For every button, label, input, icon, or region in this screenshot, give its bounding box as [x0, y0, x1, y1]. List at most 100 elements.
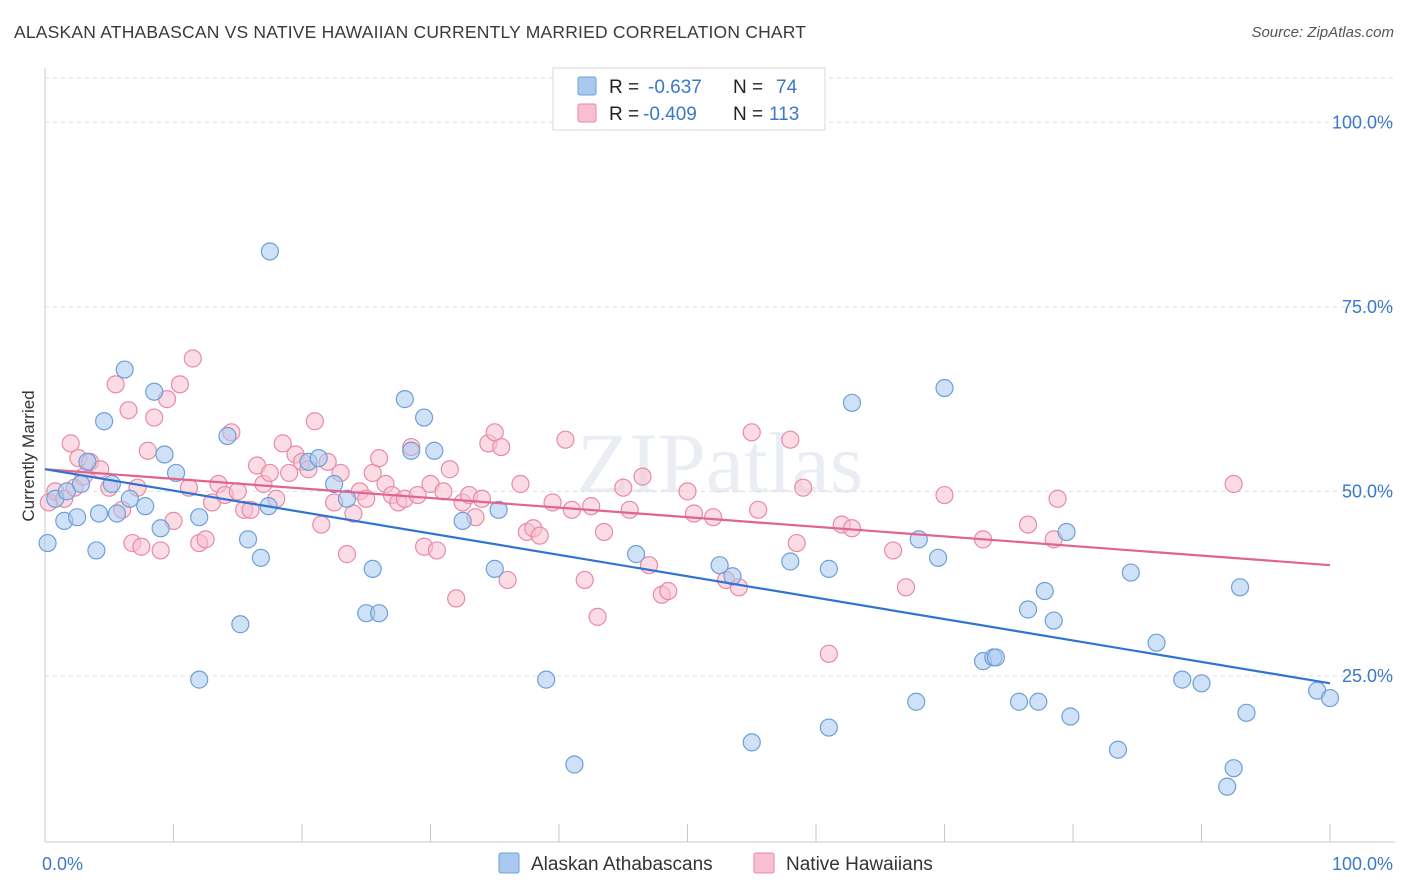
alaskan-athabascan-point: [489, 500, 508, 519]
native-hawaiian-point: [228, 482, 247, 501]
native-hawaiian-point: [447, 589, 466, 608]
source-label: Source: ZipAtlas.com: [1251, 24, 1394, 41]
native-hawaiian-point: [678, 482, 697, 501]
native-hawaiian-point: [370, 449, 389, 468]
y-tick-label: 75.0%: [1342, 297, 1393, 317]
alaskan-athabascan-point: [819, 718, 838, 737]
native-hawaiian-point: [575, 570, 594, 590]
bottom-legend-label-blue: Alaskan Athabascans: [531, 854, 713, 875]
alaskan-athabascan-point: [190, 670, 209, 689]
alaskan-athabascan-point: [425, 441, 444, 460]
watermark: ZIPatlas: [577, 415, 864, 511]
legend-n-label-2: N =: [733, 104, 763, 125]
alaskan-athabascan-point: [928, 548, 948, 567]
legend-r-value-1: -0.637: [648, 77, 702, 98]
native-hawaiian-point: [1018, 515, 1038, 534]
trend-lines: [44, 468, 1331, 685]
alaskan-athabascan-point: [565, 755, 584, 774]
alaskan-athabascan-point: [115, 360, 134, 379]
native-hawaiian-point: [170, 375, 190, 394]
native-hawaiian-point: [427, 541, 447, 560]
alaskan-athabascan-point: [102, 474, 121, 494]
legend-r-label-2: R =: [609, 104, 639, 125]
native-hawaiian-point: [119, 401, 138, 420]
alaskan-athabascan-point: [337, 489, 357, 508]
alaskan-athabascan-point: [1173, 670, 1192, 689]
alaskan-athabascan-point: [1018, 600, 1038, 619]
native-hawaiian-point: [492, 437, 511, 457]
alaskan-athabascan-point: [537, 670, 556, 689]
alaskan-athabascan-point: [1121, 563, 1140, 582]
native-hawaiian-point: [61, 434, 80, 453]
y-tick-label: 100.0%: [1332, 112, 1393, 132]
native-hawaiian-point: [408, 485, 427, 505]
native-hawaiian-point: [183, 349, 202, 368]
alaskan-athabascan-point: [1061, 707, 1080, 726]
alaskan-athabascan-point: [819, 559, 838, 578]
native-hawaiian-point: [935, 485, 954, 505]
native-hawaiian-point: [138, 441, 157, 460]
alaskan-athabascan-point: [145, 382, 164, 401]
native-hawaiian-point: [1048, 489, 1067, 508]
alaskan-athabascan-point: [218, 426, 237, 446]
alaskan-athabascan-point: [68, 508, 87, 527]
x-tick-label-end: 100.0%: [1332, 854, 1393, 874]
alaskan-athabascan-point: [363, 559, 382, 578]
native-hawaiian-point: [440, 460, 459, 479]
alaskan-athabascan-point: [1230, 578, 1250, 597]
y-tick-labels: 25.0% 50.0% 75.0% 100.0%: [1332, 112, 1393, 686]
alaskan-athabascan-point: [151, 519, 170, 538]
legend-box: [552, 67, 826, 131]
native-hawaiian-point: [241, 500, 260, 519]
series-legend: Alaskan Athabascans Native Hawaiians: [498, 852, 933, 875]
alaskan-athabascan-point: [485, 559, 504, 578]
native-hawaiian-point: [530, 526, 549, 545]
native-hawaiian-point: [1224, 474, 1243, 494]
alaskan-athabascan-point: [57, 482, 76, 501]
alaskan-athabascan-point: [190, 508, 209, 527]
y-tick-label: 50.0%: [1342, 481, 1393, 501]
alaskan-athabascan-point: [89, 504, 109, 523]
alaskan-athabascan-point: [907, 692, 926, 711]
alaskan-athabascan-point: [1218, 777, 1237, 796]
native-hawaiian-point: [633, 467, 652, 486]
alaskan-athabascan-point: [1320, 688, 1340, 708]
native-hawaiian-point: [280, 463, 299, 483]
series-alaskan-athabascans: [38, 242, 1340, 796]
alaskan-athabascan-point: [71, 474, 91, 494]
alaskan-athabascan-point: [120, 489, 139, 508]
native-hawaiian-point: [659, 581, 678, 601]
alaskan-athabascan-point: [1237, 703, 1256, 722]
native-hawaiian-point: [819, 644, 838, 663]
alaskan-athabascan-point: [986, 648, 1006, 667]
alaskan-athabascan-point: [370, 604, 389, 623]
alaskan-athabascan-point: [309, 449, 328, 468]
native-hawaiian-point: [132, 537, 151, 556]
native-hawaiian-point: [498, 570, 517, 590]
alaskan-athabascan-point: [1192, 674, 1211, 693]
alaskan-athabascan-point: [38, 533, 57, 553]
alaskan-athabascan-point: [325, 474, 344, 494]
alaskan-athabascan-point: [710, 556, 729, 575]
native-hawaiian-point: [556, 430, 575, 449]
alaskan-athabascan-point: [107, 504, 127, 523]
alaskan-athabascan-point: [95, 412, 114, 431]
native-hawaiian-point: [260, 463, 279, 483]
alaskan-athabascan-point: [231, 615, 250, 634]
legend-n-value-2: 113: [769, 104, 799, 125]
trend-line-native-hawaiians: [44, 468, 1331, 567]
alaskan-athabascan-point: [395, 390, 414, 409]
native-hawaiian-point: [434, 482, 453, 501]
alaskan-athabascan-point: [626, 545, 646, 564]
alaskan-athabascan-point: [1009, 692, 1029, 711]
correlation-legend: R = -0.637 N = 74 R = -0.409 N = 113: [552, 67, 826, 131]
alaskan-athabascan-point: [1029, 692, 1048, 711]
native-hawaiian-point: [749, 500, 768, 519]
alaskan-athabascan-point: [414, 408, 434, 427]
alaskan-athabascan-point: [935, 378, 954, 398]
alaskan-athabascan-point: [402, 441, 421, 460]
native-hawaiian-point: [511, 474, 530, 494]
native-hawaiian-point: [588, 607, 607, 626]
bottom-legend-swatch-pink: [753, 852, 775, 874]
